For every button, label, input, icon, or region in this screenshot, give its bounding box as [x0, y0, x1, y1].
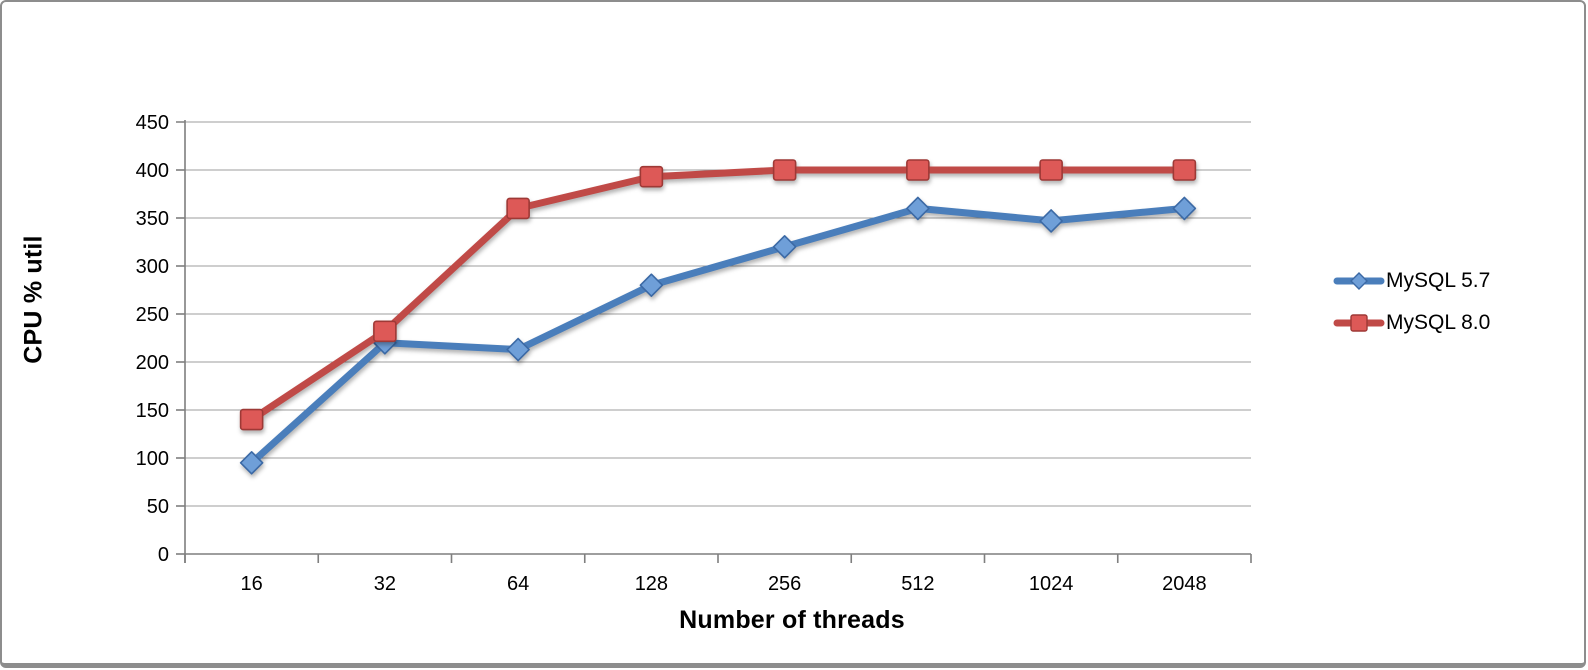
x-axis-tick-label: 32	[374, 573, 396, 595]
y-axis-tick-label: 0	[158, 544, 169, 566]
x-axis-tick-label: 512	[901, 573, 934, 595]
y-axis-tick-label: 100	[136, 448, 169, 470]
series-line	[248, 204, 1188, 467]
series-marker	[1039, 209, 1063, 233]
y-axis-tick-label: 350	[136, 208, 169, 230]
y-axis-tick-label: 450	[136, 112, 169, 134]
x-axis-tick-label: 16	[241, 573, 263, 595]
series-marker	[1172, 196, 1197, 221]
x-axis-title: Number of threads	[679, 606, 905, 634]
x-axis-tick-label: 1024	[1029, 573, 1074, 595]
series-marker	[373, 320, 397, 343]
series-marker	[239, 408, 264, 431]
series-marker	[906, 196, 930, 221]
legend: MySQL 5.7 MySQL 8.0	[1333, 267, 1490, 337]
series-marker	[639, 165, 664, 188]
series-mysql-8-0	[239, 159, 1197, 431]
x-axis-tick-label: 2048	[1162, 573, 1207, 595]
series-marker	[506, 337, 530, 362]
series-marker	[506, 197, 530, 220]
mysql-5-7-series-icon	[1333, 268, 1385, 294]
series-line	[248, 166, 1188, 424]
legend-label: MySQL 5.7	[1386, 269, 1491, 292]
mysql-8-0-series-icon	[1333, 310, 1385, 336]
y-axis-title: CPU % util	[19, 235, 48, 364]
legend-label: MySQL 8.0	[1386, 311, 1491, 334]
y-axis-tick-label: 300	[136, 256, 169, 278]
series-marker	[906, 159, 930, 181]
series-marker	[639, 273, 664, 297]
series-marker	[1039, 159, 1063, 181]
x-axis-tick-label: 256	[768, 573, 801, 595]
y-axis-tick-label: 400	[136, 160, 169, 182]
y-axis-tick-label: 50	[147, 496, 169, 518]
series-marker	[772, 235, 797, 259]
series-marker	[772, 159, 797, 181]
x-axis-tick-label: 64	[507, 573, 529, 595]
y-axis-tick-label: 150	[136, 400, 169, 422]
series-marker	[1172, 159, 1197, 181]
y-axis-tick-label: 200	[136, 352, 169, 374]
y-axis-tick-label: 250	[136, 304, 169, 326]
series-marker	[239, 451, 264, 475]
legend-item-mysql-8-0: MySQL 8.0	[1333, 309, 1490, 337]
x-axis-tick-label: 128	[635, 573, 668, 595]
legend-item-mysql-5-7: MySQL 5.7	[1333, 267, 1490, 295]
